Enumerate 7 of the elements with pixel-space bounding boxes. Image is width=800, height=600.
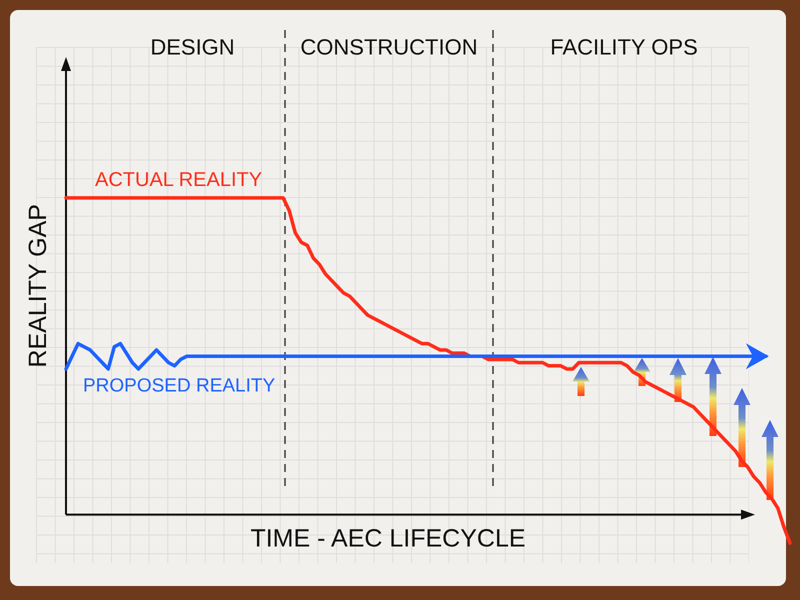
x-axis-title: TIME - AEC LIFECYCLE — [250, 524, 526, 553]
series-label: PROPOSED REALITY — [83, 375, 276, 396]
text: CONSTRUCTION — [300, 34, 478, 60]
series-label: ACTUAL REALITY — [95, 168, 262, 191]
text: FACILITY OPS — [550, 34, 698, 60]
text: DESIGN — [150, 34, 235, 60]
y-axis-title: REALITY GAP — [24, 204, 52, 368]
